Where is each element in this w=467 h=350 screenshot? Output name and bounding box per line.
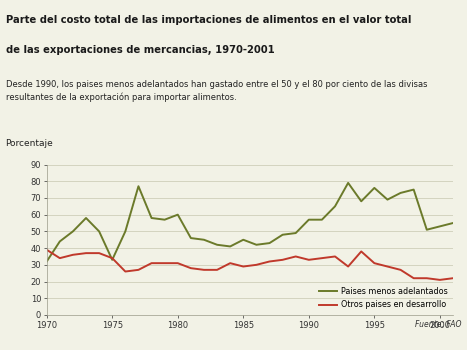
- Text: de las exportaciones de mercancias, 1970-2001: de las exportaciones de mercancias, 1970…: [6, 45, 274, 55]
- Legend: Paises menos adelantados, Otros paises en desarrollo: Paises menos adelantados, Otros paises e…: [317, 285, 449, 311]
- Text: Porcentaje: Porcentaje: [6, 139, 53, 148]
- Text: Parte del costo total de las importaciones de alimentos en el valor total: Parte del costo total de las importacion…: [6, 15, 411, 26]
- Text: Desde 1990, los paises menos adelantados han gastado entre el 50 y el 80 por cie: Desde 1990, los paises menos adelantados…: [6, 80, 427, 102]
- Text: Fuente: FAO: Fuente: FAO: [415, 320, 461, 329]
